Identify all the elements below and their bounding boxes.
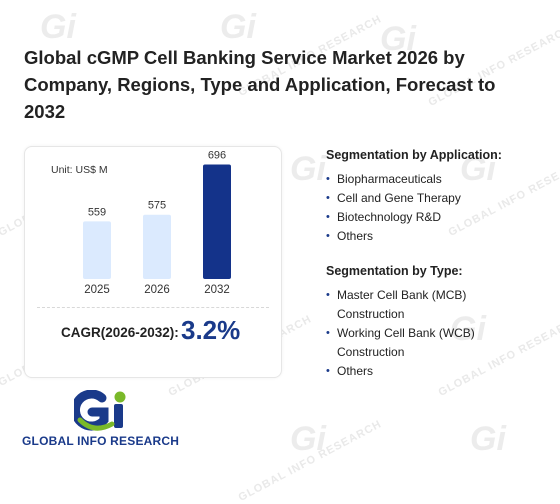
data-label-2032: 696 [208,149,226,161]
cagr-value: 3.2% [181,315,241,345]
chart-unit-label: Unit: US$ M [51,164,108,176]
list-item: Cell and Gene Therapy [326,189,546,208]
chart-card: Unit: US$ M 559 2025 575 2026 696 2032 CAGR(2… [24,146,282,378]
list-item: Others [326,227,546,246]
watermark-logo: Gi [290,150,326,188]
segmentation-type: Segmentation by Type: Master Cell Bank (… [326,264,546,381]
segmentation-type-heading: Segmentation by Type: [326,264,463,278]
segmentation-application: Segmentation by Application: Biopharmace… [326,148,546,246]
list-item: Working Cell Bank (WCB) Construction [326,324,502,362]
gi-logo-icon [74,390,126,431]
segmentation-type-list: Master Cell Bank (MCB) Construction Work… [326,286,546,381]
list-item: Biopharmaceuticals [326,170,546,189]
data-label-2026: 575 [148,200,166,212]
brand-name: GLOBAL INFO RESEARCH [22,434,180,448]
x-tick-label-2026: 2026 [144,284,170,296]
divider [37,307,269,308]
list-item: Master Cell Bank (MCB) Construction [326,286,487,324]
x-tick-label-2025: 2025 [84,284,110,296]
segmentation-application-list: Biopharmaceuticals Cell and Gene Therapy… [326,170,546,246]
bar-2025 [83,221,111,279]
list-item: Biotechnology R&D [326,208,546,227]
watermark-logo: Gi [40,8,76,46]
watermark-logo: Gi [470,420,506,458]
page-title: Global cGMP Cell Banking Service Market … [24,47,496,122]
bar-2026 [143,214,171,279]
segmentation-application-heading: Segmentation by Application: [326,148,502,162]
list-item: Others [326,362,546,381]
bar-2032 [203,164,231,279]
cagr-label: CAGR(2026-2032): [61,325,179,340]
brand-logo: GLOBAL INFO RESEARCH [22,390,192,450]
watermark-logo: Gi [290,420,326,458]
watermark-text: GLOBAL INFO RESEARCH [236,418,384,504]
data-label-2025: 559 [88,206,106,218]
watermark-logo: Gi [220,8,256,46]
bar-chart: 559 2025 575 2026 696 2032 [83,149,231,296]
x-tick-label-2032: 2032 [204,284,230,296]
